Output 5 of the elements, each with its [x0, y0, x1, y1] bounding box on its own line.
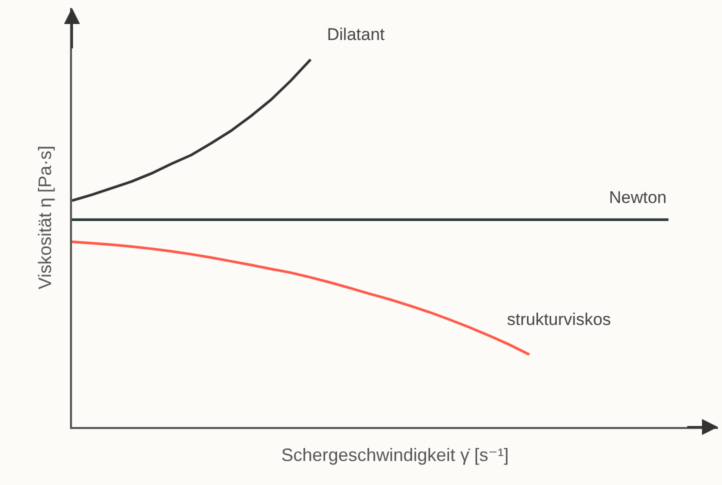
y-axis-title: Viskosität η [Pa·s]: [34, 146, 55, 290]
x-axis-title: Schergeschwindigkeit γ̇ [s⁻¹]: [281, 444, 509, 465]
series-label: strukturviskos: [507, 310, 611, 329]
series-label: Dilatant: [327, 25, 385, 44]
series-label: Newton: [609, 188, 667, 207]
